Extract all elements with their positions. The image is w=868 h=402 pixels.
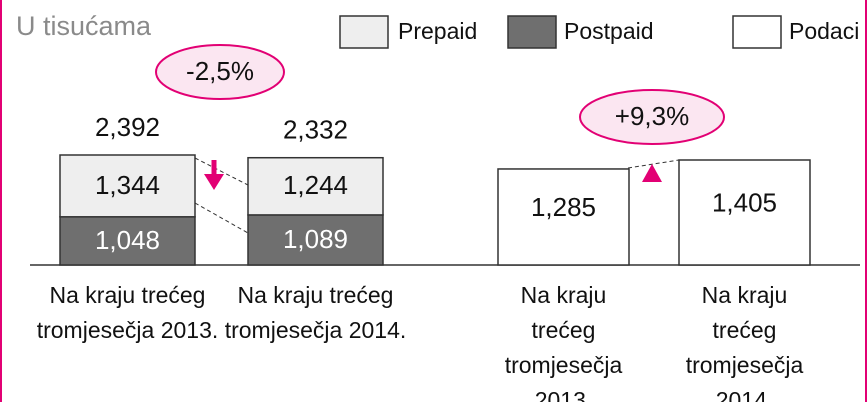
legend-swatch [732,15,782,49]
total-label: 2,392 [95,112,160,142]
legend-label: Postpaid [564,18,654,44]
bar [678,159,811,266]
chart-title: U tisućama [16,11,152,41]
value-label: 1,048 [95,225,160,255]
x-tick-label: Na kraju trećeg tromjesečja 2014. [685,282,804,402]
annotation: +9,3% [615,101,689,131]
bar-segment [247,156,384,216]
x-tick-label: Na kraju trećeg tromjesečja 2013. [504,282,623,402]
value-label: 1,344 [95,170,160,200]
increase-arrow [642,164,662,182]
annotation: -2,5% [186,56,254,86]
decrease-arrow-head [204,174,224,190]
annotation-bubble [155,44,285,100]
connector-lines [194,157,680,234]
legend-label: Prepaid [398,18,477,44]
value-label: 1,089 [283,224,348,254]
bar-segment [59,154,196,218]
bar [497,168,630,266]
annotation-bubble [579,89,725,145]
legend-swatch [339,15,389,49]
x-tick-label: Na kraju trećeg tromjesečja 2014. [224,282,407,343]
legend-label: Podaci [789,18,859,44]
value-label: 1,285 [531,192,596,222]
total-label: 2,332 [283,115,348,145]
x-tick-label: Na kraju trećeg tromjesečja 2013. [36,282,219,343]
legend-swatch [507,15,557,49]
value-label: 1,405 [712,187,777,217]
value-label: 1,244 [283,170,348,200]
